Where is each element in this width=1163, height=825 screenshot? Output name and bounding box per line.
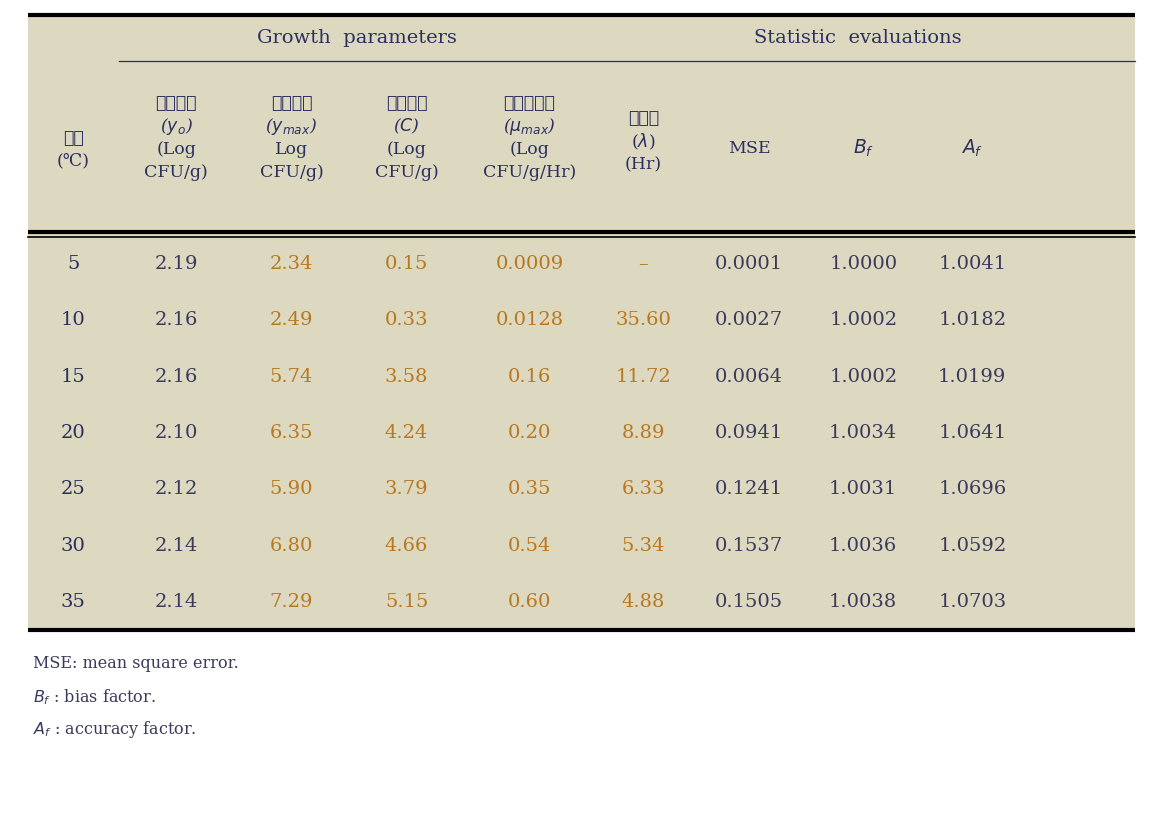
Text: 6.35: 6.35	[270, 424, 313, 442]
Text: (Log: (Log	[509, 141, 549, 158]
Text: 8.89: 8.89	[622, 424, 665, 442]
Text: 0.54: 0.54	[508, 536, 551, 554]
Text: 1.0041: 1.0041	[939, 255, 1006, 273]
Text: 2.34: 2.34	[270, 255, 313, 273]
Text: ($\mu_{max}$): ($\mu_{max}$)	[504, 116, 556, 137]
Text: CFU/g): CFU/g)	[144, 164, 208, 181]
Text: 0.60: 0.60	[508, 593, 551, 610]
Text: 3.79: 3.79	[385, 480, 428, 498]
Text: 1.0000: 1.0000	[829, 255, 898, 273]
Text: Statistic  evaluations: Statistic evaluations	[755, 29, 962, 47]
Text: 2.49: 2.49	[270, 311, 313, 329]
Text: 0.1241: 0.1241	[715, 480, 783, 498]
Text: (Log: (Log	[386, 141, 427, 158]
Text: 35: 35	[60, 593, 86, 610]
Text: 0.0064: 0.0064	[715, 368, 783, 386]
Text: 2.10: 2.10	[155, 424, 198, 442]
Text: 0.0001: 0.0001	[715, 255, 783, 273]
Text: 0.1505: 0.1505	[715, 593, 783, 610]
Text: $A_f$ : accuracy factor.: $A_f$ : accuracy factor.	[33, 719, 197, 740]
Text: 1.0036: 1.0036	[829, 536, 898, 554]
Text: (Hr): (Hr)	[625, 156, 662, 173]
Text: 0.16: 0.16	[508, 368, 551, 386]
Bar	[28, 236, 1135, 630]
Text: MSE: mean square error.: MSE: mean square error.	[33, 655, 238, 672]
Text: ($y_{max}$): ($y_{max}$)	[265, 116, 317, 137]
Text: 1.0592: 1.0592	[939, 536, 1006, 554]
Text: ($C$): ($C$)	[393, 117, 420, 136]
Text: 1.0199: 1.0199	[939, 368, 1006, 386]
Text: $A_f$: $A_f$	[961, 138, 984, 159]
Text: 5.74: 5.74	[270, 368, 313, 386]
Text: 20: 20	[60, 424, 86, 442]
Text: 5.34: 5.34	[622, 536, 665, 554]
Text: 0.0027: 0.0027	[715, 311, 783, 329]
Text: 1.0696: 1.0696	[939, 480, 1006, 498]
Text: 2.16: 2.16	[155, 368, 198, 386]
Text: Growth  parameters: Growth parameters	[257, 29, 457, 47]
Text: 1.0038: 1.0038	[829, 593, 898, 610]
Text: $B_f$: $B_f$	[852, 138, 873, 159]
Text: 2.16: 2.16	[155, 311, 198, 329]
Text: 2.14: 2.14	[155, 536, 198, 554]
Text: 0.0128: 0.0128	[495, 311, 564, 329]
Bar	[28, 15, 1135, 236]
Text: 6.80: 6.80	[270, 536, 313, 554]
Text: 최대성장률: 최대성장률	[504, 95, 556, 112]
Text: 10: 10	[60, 311, 86, 329]
Text: Log: Log	[274, 141, 308, 158]
Text: CFU/g/Hr): CFU/g/Hr)	[483, 164, 576, 181]
Text: 0.35: 0.35	[508, 480, 551, 498]
Text: 6.33: 6.33	[622, 480, 665, 498]
Text: CFU/g): CFU/g)	[374, 164, 438, 181]
Text: 0.0941: 0.0941	[715, 424, 784, 442]
Text: 11.72: 11.72	[615, 368, 671, 386]
Text: 4.88: 4.88	[622, 593, 665, 610]
Text: 5: 5	[67, 255, 79, 273]
Text: MSE: MSE	[728, 140, 771, 157]
Text: 2.19: 2.19	[155, 255, 198, 273]
Text: 25: 25	[60, 480, 86, 498]
Text: 0.33: 0.33	[385, 311, 428, 329]
Text: 1.0182: 1.0182	[939, 311, 1006, 329]
Text: 0.20: 0.20	[508, 424, 551, 442]
Text: 7.29: 7.29	[270, 593, 313, 610]
Text: 1.0641: 1.0641	[939, 424, 1006, 442]
Text: 35.60: 35.60	[615, 311, 671, 329]
Text: 1.0002: 1.0002	[829, 311, 898, 329]
Text: 4.24: 4.24	[385, 424, 428, 442]
Text: 1.0034: 1.0034	[829, 424, 898, 442]
Text: 초기균수: 초기균수	[156, 95, 197, 112]
Text: 5.90: 5.90	[270, 480, 313, 498]
Text: 1.0031: 1.0031	[829, 480, 898, 498]
Text: 최대균수: 최대균수	[271, 95, 312, 112]
Text: 2.12: 2.12	[155, 480, 198, 498]
Text: 15: 15	[60, 368, 86, 386]
Text: 1.0703: 1.0703	[939, 593, 1006, 610]
Text: (℃): (℃)	[57, 152, 90, 169]
Text: 0.15: 0.15	[385, 255, 428, 273]
Text: $B_f$ : bias factor.: $B_f$ : bias factor.	[33, 687, 156, 707]
Text: 3.58: 3.58	[385, 368, 428, 386]
Text: 30: 30	[60, 536, 86, 554]
Text: 0.1537: 0.1537	[715, 536, 784, 554]
Text: 4.66: 4.66	[385, 536, 428, 554]
Text: –: –	[638, 255, 648, 273]
Text: 유도기: 유도기	[628, 110, 659, 127]
Text: ($y_o$): ($y_o$)	[159, 116, 193, 137]
Text: 균수차이: 균수차이	[386, 95, 427, 112]
Text: 2.14: 2.14	[155, 593, 198, 610]
Text: 1.0002: 1.0002	[829, 368, 898, 386]
Text: 5.15: 5.15	[385, 593, 428, 610]
Text: (Log: (Log	[156, 141, 197, 158]
Text: 0.0009: 0.0009	[495, 255, 564, 273]
Text: ($\lambda$): ($\lambda$)	[632, 131, 656, 152]
Text: CFU/g): CFU/g)	[259, 164, 323, 181]
Text: 온도: 온도	[63, 130, 84, 147]
